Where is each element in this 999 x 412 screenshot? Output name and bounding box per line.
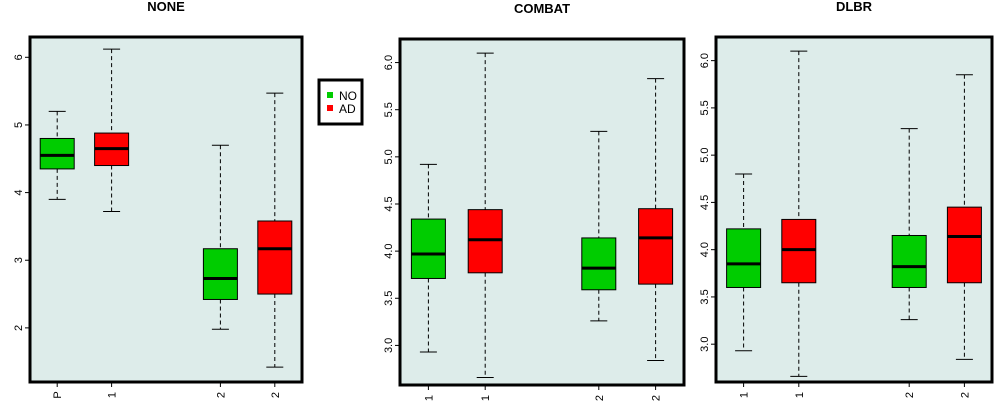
legend-swatch xyxy=(327,105,333,111)
iqr-box xyxy=(258,221,292,294)
y-tick-label: 2 xyxy=(13,325,25,331)
y-tick-label: 5.5 xyxy=(699,100,711,115)
legend-label: NO xyxy=(339,89,357,103)
y-tick-label: 6.0 xyxy=(699,53,711,68)
iqr-box xyxy=(947,207,981,283)
iqr-box xyxy=(639,209,673,284)
y-tick-label: 6.0 xyxy=(383,55,395,70)
x-tick-label: 2 xyxy=(904,392,916,398)
iqr-box xyxy=(727,229,761,288)
x-tick-label: 2 xyxy=(215,392,227,398)
iqr-box xyxy=(892,235,926,287)
plot-area xyxy=(30,37,302,382)
panel-dlbr: DLBR 3.0 3.5 4.0 4.5 5.0 5.5 6.0 1 1 2 2 xyxy=(699,0,992,398)
y-tick-label: 4.0 xyxy=(699,242,711,257)
x-tick-label: 1 xyxy=(739,392,751,398)
y-tick-label: 5 xyxy=(13,122,25,128)
iqr-box xyxy=(40,138,74,168)
panel-title: NONE xyxy=(147,0,185,14)
x-tick-label: 1 xyxy=(107,392,119,398)
x-tick-label: P xyxy=(52,391,64,398)
y-tick-label: 5.0 xyxy=(383,149,395,164)
x-tick-label: 2 xyxy=(594,395,606,401)
panel-title: DLBR xyxy=(836,0,873,14)
legend-swatch xyxy=(327,92,333,98)
x-tick-label: 2 xyxy=(959,392,971,398)
x-tick-label: 2 xyxy=(651,395,663,401)
y-tick-label: 4 xyxy=(13,190,25,196)
y-tick-label: 4.5 xyxy=(383,196,395,211)
panel-combat: COMBAT 3.0 3.5 4.0 4.5 5.0 5.5 6.0 1 1 2 2 xyxy=(383,1,684,401)
y-tick-label: 4.5 xyxy=(699,195,711,210)
panel-title: COMBAT xyxy=(514,1,570,16)
iqr-box xyxy=(203,249,237,300)
y-tick-label: 3.0 xyxy=(383,338,395,353)
y-tick-label: 3 xyxy=(13,257,25,263)
legend-label: AD xyxy=(339,102,356,116)
x-tick-label: 1 xyxy=(794,392,806,398)
x-tick-label: 1 xyxy=(480,395,492,401)
y-tick-label: 5.0 xyxy=(699,148,711,163)
y-tick-label: 3.5 xyxy=(699,289,711,304)
y-tick-label: 4.0 xyxy=(383,243,395,258)
iqr-box xyxy=(582,238,616,290)
x-tick-label: 1 xyxy=(423,395,435,401)
iqr-box xyxy=(411,219,445,278)
panel-none: NONE 2 3 4 5 6 P 1 2 2 xyxy=(13,0,302,399)
y-tick-label: 5.5 xyxy=(383,102,395,117)
y-tick-label: 6 xyxy=(13,54,25,60)
y-tick-label: 3.0 xyxy=(699,337,711,352)
y-tick-label: 3.5 xyxy=(383,291,395,306)
x-tick-label: 2 xyxy=(270,392,282,398)
